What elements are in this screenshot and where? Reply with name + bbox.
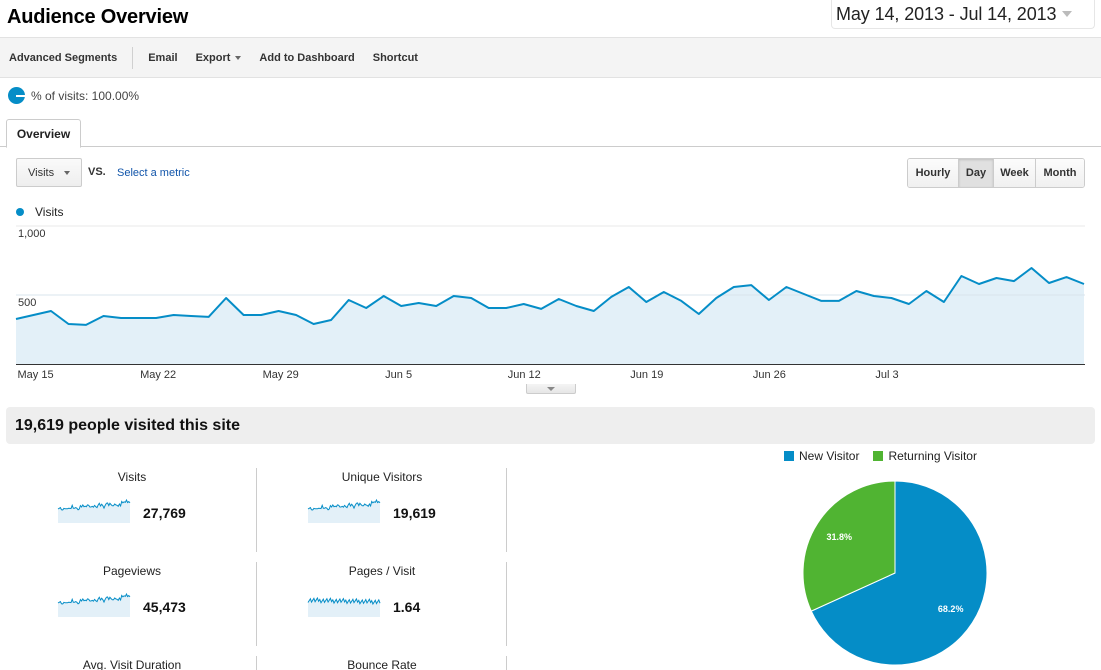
- metric-divider: [506, 468, 507, 552]
- x-tick-label: May 22: [140, 369, 177, 381]
- x-tick-label: Jun 26: [752, 369, 786, 381]
- metric-label: Pageviews: [102, 564, 162, 578]
- metric-divider: [256, 468, 257, 552]
- vs-label: VS.: [88, 166, 106, 178]
- chevron-down-icon: [64, 170, 71, 175]
- toolbar: Advanced Segments Email Export Add to Da…: [0, 37, 1101, 78]
- pie-legend-new-visitor[interactable]: New Visitor: [784, 449, 859, 463]
- sparkline-chart: [57, 498, 131, 523]
- x-tick-label: Jul 3: [875, 369, 899, 381]
- metric-pages-visit[interactable]: Pages / Visit 1.64: [257, 552, 507, 650]
- segment-pie-icon: [8, 87, 25, 104]
- advanced-segments-button[interactable]: Advanced Segments: [0, 52, 132, 64]
- metric-bounce-rate[interactable]: Bounce Rate: [257, 646, 507, 670]
- segment-indicator[interactable]: % of visits: 100.00%: [8, 87, 139, 104]
- add-to-dashboard-label: Add to Dashboard: [259, 51, 355, 64]
- x-tick-label: Jun 19: [630, 369, 664, 381]
- export-label: Export: [195, 51, 231, 64]
- collapse-chart-handle[interactable]: [526, 384, 576, 394]
- x-tick-label: May 15: [17, 369, 54, 381]
- advanced-segments-label: Advanced Segments: [9, 51, 118, 64]
- summary-headline: 19,619 people visited this site: [6, 407, 1095, 444]
- legend-dot-icon: [16, 208, 24, 216]
- chevron-down-icon: [1062, 11, 1073, 17]
- granularity-toggle: Hourly Day Week Month: [907, 158, 1085, 188]
- metric-label: Bounce Rate: [347, 658, 417, 670]
- pie-legend: New Visitor Returning Visitor: [784, 449, 991, 463]
- x-tick-label: Jun 12: [507, 369, 541, 381]
- y-tick-500: 500: [18, 297, 37, 309]
- metric-value: 1.64: [393, 599, 421, 615]
- pie-slice-label: 31.8%: [827, 532, 853, 542]
- metric-value: 45,473: [143, 599, 186, 615]
- x-tick-label: Jun 5: [385, 369, 413, 381]
- metric-visits[interactable]: Visits 27,769: [7, 458, 257, 556]
- tab-bar-line: [0, 146, 1101, 147]
- metric-label: Visits: [117, 470, 147, 484]
- metric-select[interactable]: Visits: [16, 158, 82, 187]
- metric-value: 27,769: [143, 505, 186, 521]
- metric-select-value: Visits: [28, 166, 55, 179]
- pie-legend-label: Returning Visitor: [888, 449, 977, 463]
- metric-avg-visit-duration[interactable]: Avg. Visit Duration: [7, 646, 257, 670]
- sparkline-chart: [57, 592, 131, 617]
- metric-label: Unique Visitors: [341, 470, 423, 484]
- x-tick-label: May 29: [262, 369, 299, 381]
- pie-slice-returning-visitor[interactable]: [802, 480, 896, 612]
- metric-divider: [256, 656, 257, 670]
- shortcut-button[interactable]: Shortcut: [364, 52, 427, 64]
- chevron-down-icon: [235, 55, 242, 60]
- add-to-dashboard-button[interactable]: Add to Dashboard: [250, 52, 363, 64]
- visitor-type-pie-chart[interactable]: 68.2% 31.8%: [795, 473, 995, 670]
- shortcut-label: Shortcut: [372, 51, 418, 64]
- granularity-hourly-button[interactable]: Hourly: [908, 159, 958, 187]
- metric-divider: [506, 562, 507, 646]
- legend-label: Visits: [35, 205, 64, 219]
- sparkline-chart: [307, 596, 381, 617]
- visits-line-chart[interactable]: [0, 215, 1101, 375]
- sparkline-chart: [307, 498, 381, 523]
- y-tick-1000: 1,000: [18, 228, 46, 240]
- metric-divider: [506, 656, 507, 670]
- metric-unique-visitors[interactable]: Unique Visitors 19,619: [257, 458, 507, 556]
- date-range-text: May 14, 2013 - Jul 14, 2013: [836, 3, 1057, 24]
- pie-legend-label: New Visitor: [799, 449, 860, 463]
- email-button[interactable]: Email: [139, 52, 186, 64]
- granularity-month-button[interactable]: Month: [1035, 159, 1084, 187]
- granularity-week-button[interactable]: Week: [993, 159, 1035, 187]
- select-metric-link[interactable]: Select a metric: [117, 167, 190, 179]
- visits-area: [16, 268, 1084, 364]
- chart-legend: Visits: [16, 205, 63, 219]
- pie-slice-label: 68.2%: [938, 604, 964, 614]
- new-visitor-swatch-icon: [784, 451, 794, 461]
- metric-pageviews[interactable]: Pageviews 45,473: [7, 552, 257, 650]
- metric-label: Avg. Visit Duration: [82, 658, 182, 670]
- segment-label: % of visits: 100.00%: [31, 88, 140, 103]
- toolbar-divider: [132, 46, 134, 69]
- date-range-picker[interactable]: May 14, 2013 - Jul 14, 2013: [831, 0, 1095, 29]
- x-axis-labels: May 15 May 22 May 29 Jun 5 Jun 12 Jun 19 Jun 2…: [0, 369, 1101, 383]
- metric-divider: [256, 562, 257, 646]
- email-label: Email: [148, 51, 178, 64]
- pie-slice-new-visitor[interactable]: [810, 480, 988, 666]
- chevron-down-icon: [547, 386, 555, 391]
- export-button[interactable]: Export: [187, 52, 251, 64]
- visits-line: [15, 267, 1085, 326]
- returning-visitor-swatch-icon: [873, 451, 884, 461]
- granularity-day-button[interactable]: Day: [958, 159, 993, 187]
- pie-legend-returning-visitor[interactable]: Returning Visitor: [873, 449, 977, 463]
- tab-overview[interactable]: Overview: [6, 119, 81, 148]
- page-title: Audience Overview: [7, 6, 189, 28]
- metric-label: Pages / Visit: [348, 564, 416, 578]
- metric-value: 19,619: [393, 505, 436, 521]
